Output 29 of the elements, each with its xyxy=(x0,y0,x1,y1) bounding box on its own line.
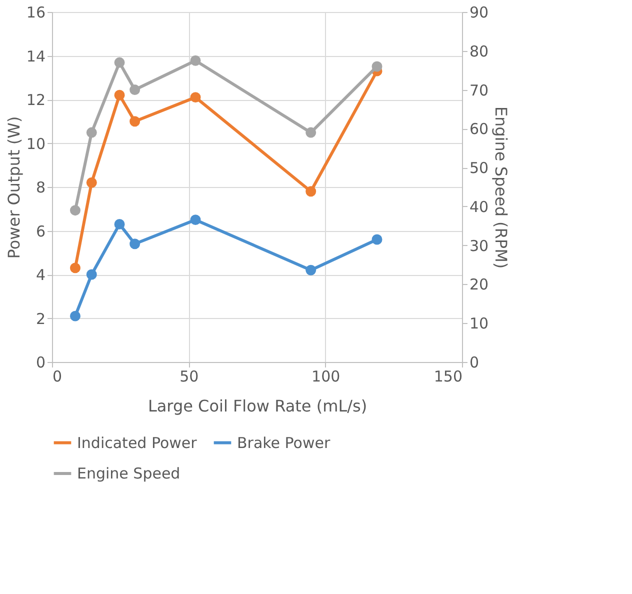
x-tick-label: 150 xyxy=(434,368,462,386)
x-tick-label: 100 xyxy=(312,368,340,386)
y-tick-label: 14 xyxy=(26,47,46,66)
y2-tick-label: 60 xyxy=(470,120,489,138)
y2-tick-label: 10 xyxy=(470,314,489,333)
y2-tick-label: 90 xyxy=(470,4,489,22)
x-tick-label: 0 xyxy=(52,368,62,386)
y2-tick-label: 80 xyxy=(470,42,489,60)
y2-tick-label: 40 xyxy=(470,198,489,216)
legend-label: Engine Speed xyxy=(77,464,180,482)
x-tick-label: 50 xyxy=(180,368,199,386)
y2-tick-label: 50 xyxy=(470,159,489,178)
y2-tick-label: 20 xyxy=(470,276,489,294)
y-axis-title: Power Output (W) xyxy=(4,116,24,259)
y2-tick-label: 30 xyxy=(470,236,489,255)
legend-label: Indicated Power xyxy=(77,434,198,452)
y-tick-label: 2 xyxy=(36,310,46,328)
y-tick-label: 4 xyxy=(36,266,46,284)
y2-axis-title: Engine Speed (RPM) xyxy=(492,106,511,269)
y-tick-label: 10 xyxy=(26,134,46,153)
y-tick-label: 12 xyxy=(26,91,46,109)
y2-tick-label: 0 xyxy=(470,354,480,372)
y-tick-label: 6 xyxy=(36,222,46,240)
x-axis-title: Large Coil Flow Rate (mL/s) xyxy=(148,396,368,416)
y2-tick-label: 70 xyxy=(470,81,489,100)
y-tick-label: 8 xyxy=(36,178,46,196)
y-tick-label: 16 xyxy=(26,4,46,22)
legend-label: Brake Power xyxy=(237,434,331,452)
y-tick-label: 0 xyxy=(36,354,46,372)
